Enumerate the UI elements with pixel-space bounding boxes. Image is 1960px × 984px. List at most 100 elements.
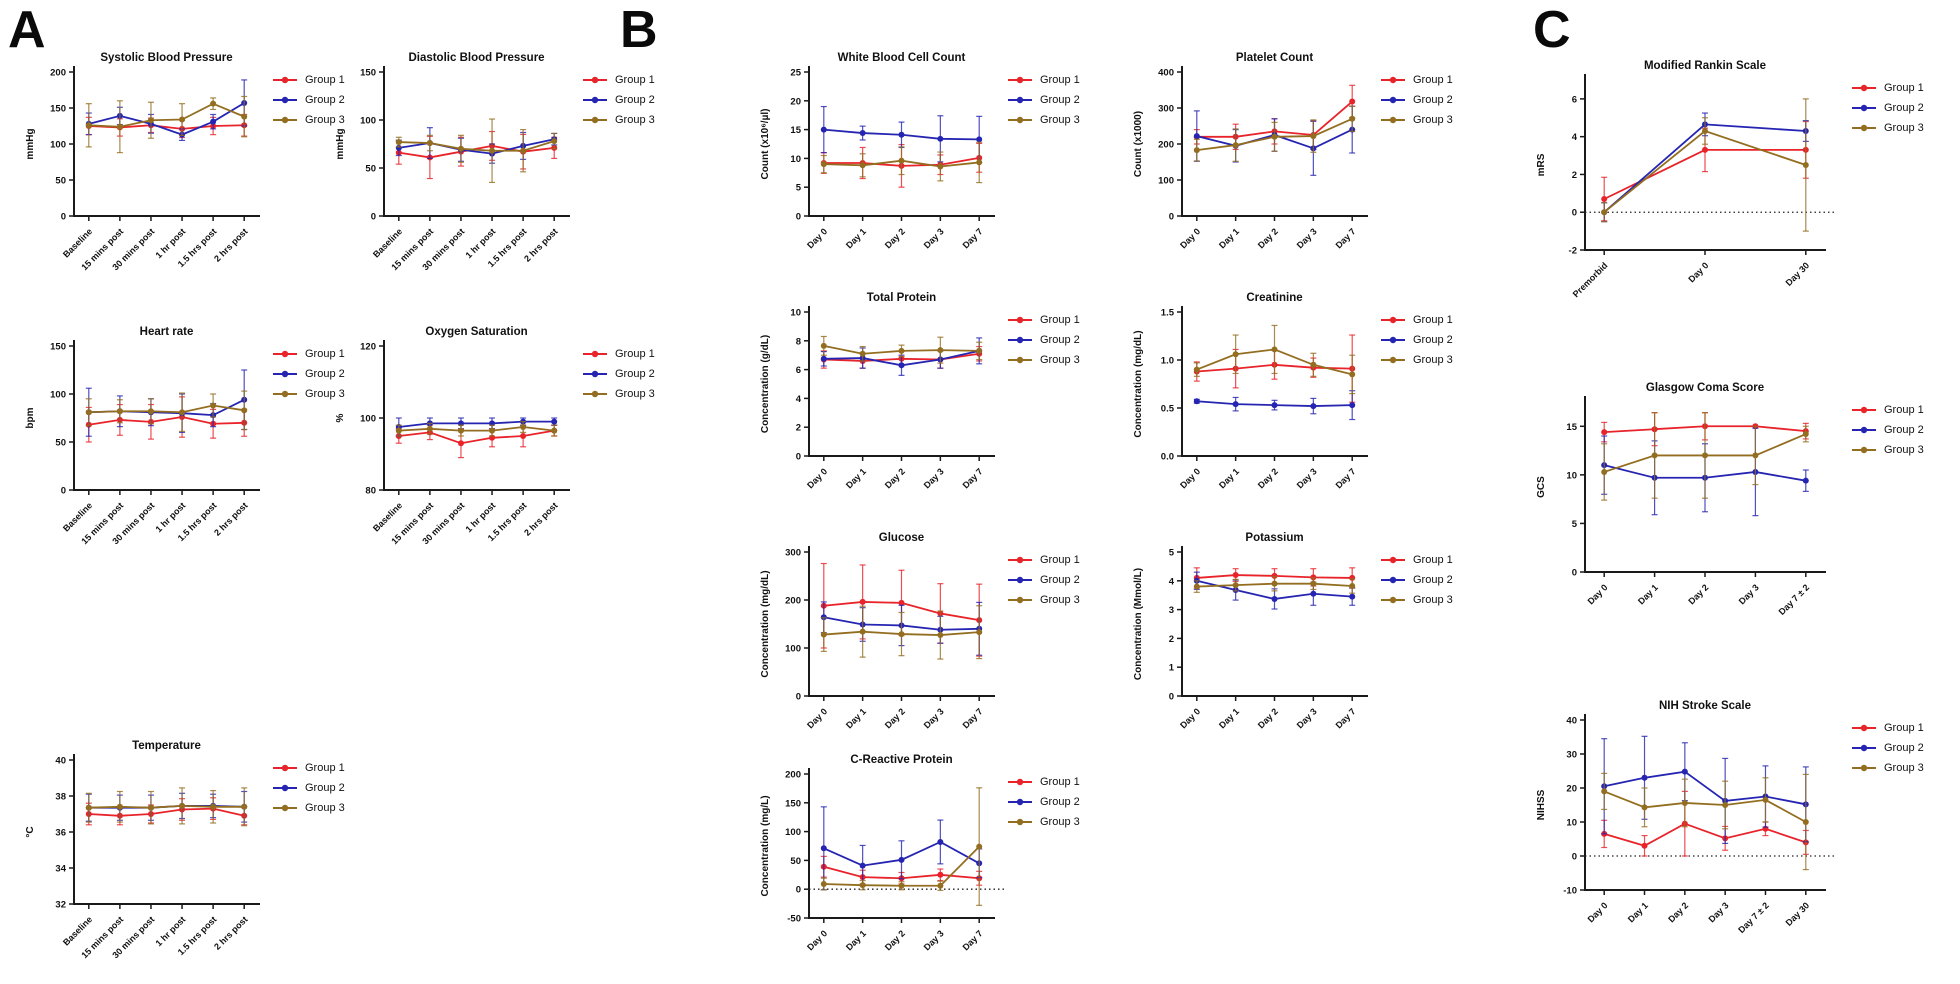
y-tick-label: 50	[365, 164, 376, 175]
legend: Group 1 Group 2 Group 3	[1007, 776, 1080, 828]
series-3	[820, 605, 983, 660]
legend-item: Group 1	[272, 74, 345, 86]
legend-label: Group 1	[1884, 404, 1924, 416]
legend-label: Group 2	[305, 782, 345, 794]
legend-marker-icon	[273, 350, 297, 358]
chart-glu: Glucose 0 100 200 300 Day 0 Day 1 Day 2 Day 3 Day…	[757, 528, 1102, 768]
legend-item: Group 3	[1007, 816, 1080, 828]
data-point-marker	[976, 843, 983, 850]
legend-label: Group 2	[1040, 94, 1080, 106]
y-tick-label: 4	[1169, 576, 1175, 587]
legend-label: Group 2	[1040, 574, 1080, 586]
chart-title: Diastolic Blood Pressure	[408, 52, 544, 64]
legend-item: Group 1	[272, 348, 345, 360]
legend-item: Group 1	[582, 348, 655, 360]
y-tick-label: -50	[787, 914, 801, 925]
series-line	[398, 426, 555, 432]
data-point-marker	[1193, 147, 1200, 154]
y-tick-label: 5	[1169, 548, 1175, 559]
y-tick-label: 10	[790, 154, 801, 165]
series-line	[398, 140, 555, 152]
legend-marker-icon	[1852, 406, 1876, 414]
chart-title: Modified Rankin Scale	[1644, 60, 1766, 72]
series-3	[1601, 412, 1809, 501]
x-tick-label: Day 0	[1686, 260, 1710, 284]
y-axis-label: °C	[25, 826, 36, 837]
y-tick-label: 4	[1572, 132, 1578, 143]
legend-item: Group 2	[272, 782, 345, 794]
y-tick-label: 120	[360, 342, 376, 353]
chart-title: Platelet Count	[1236, 52, 1313, 64]
data-point-marker	[937, 882, 944, 889]
y-tick-label: 0	[61, 486, 66, 497]
data-point-marker	[1310, 590, 1317, 597]
y-tick-label: 100	[1158, 176, 1174, 187]
legend-label: Group 3	[1884, 122, 1924, 134]
y-tick-label: 0	[1572, 568, 1577, 579]
y-tick-label: 0	[796, 452, 801, 463]
x-tick-label: Day 2	[1686, 582, 1710, 606]
data-point-marker	[1310, 580, 1317, 587]
data-point-marker	[395, 139, 402, 146]
chart-crp: C-Reactive Protein -50 0 50 100 150 200 Day 0 Da…	[757, 750, 1102, 984]
data-point-marker	[551, 427, 558, 434]
y-tick-label: 10	[1566, 818, 1577, 829]
legend-marker-icon	[273, 370, 297, 378]
data-point-marker	[1601, 196, 1608, 202]
legend-label: Group 1	[1884, 82, 1924, 94]
data-point-marker	[898, 599, 905, 606]
legend: Group 1 Group 2 Group 3	[272, 762, 345, 814]
series-3	[395, 420, 558, 437]
data-point-marker	[937, 135, 944, 142]
data-point-marker	[1702, 128, 1708, 134]
y-tick-label: 15	[1566, 422, 1577, 433]
data-point-marker	[820, 342, 827, 349]
y-tick-label: 4	[796, 394, 802, 405]
series-line	[88, 416, 245, 426]
legend-label: Group 1	[305, 348, 345, 360]
x-tick-label: Day 30	[1784, 900, 1812, 928]
y-tick-label: 200	[1158, 140, 1174, 151]
legend-label: Group 3	[1040, 816, 1080, 828]
legend-label: Group 3	[1040, 594, 1080, 606]
series-2	[1601, 735, 1809, 845]
data-point-marker	[859, 162, 866, 169]
chart-canvas: Total Protein 0 2 4 6 8 10 Day 0 Day 1 Day 2 Day 3…	[760, 292, 995, 490]
data-point-marker	[898, 347, 905, 354]
chart-title: Glucose	[879, 532, 924, 544]
legend-item: Group 2	[272, 94, 345, 106]
legend-label: Group 2	[1413, 574, 1453, 586]
legend-marker-icon	[583, 390, 607, 398]
x-tick-label: Day 1	[844, 706, 868, 730]
legend-item: Group 1	[1851, 722, 1924, 734]
legend-item: Group 1	[1007, 74, 1080, 86]
x-tick-label: Day 7 ± 2	[1736, 900, 1771, 935]
x-tick-label: Day 7	[961, 928, 985, 952]
chart-o2: Oxygen Saturation 80 100 120 Baseline 15 mins…	[332, 322, 677, 562]
series-1	[85, 396, 248, 443]
data-point-marker	[1193, 133, 1200, 140]
y-tick-label: 20	[790, 96, 801, 107]
y-tick-label: 300	[785, 548, 801, 559]
y-axis-label: Count (x10⁶/µl)	[760, 109, 771, 180]
legend-marker-icon	[1008, 818, 1032, 826]
legend-item: Group 2	[1851, 424, 1924, 436]
data-point-marker	[1601, 209, 1608, 216]
data-point-marker	[1310, 361, 1317, 368]
series-2	[85, 369, 248, 437]
x-tick-label: Day 0	[805, 226, 829, 250]
panel-label-a: A	[8, 1, 46, 59]
data-point-marker	[395, 427, 402, 434]
legend-label: Group 3	[615, 388, 655, 400]
data-point-marker	[937, 163, 944, 170]
y-tick-label: 150	[785, 798, 801, 809]
data-point-marker	[820, 355, 827, 362]
y-tick-label: 0	[1572, 852, 1577, 863]
x-tick-label: Day 2	[1256, 706, 1280, 730]
legend-marker-icon	[273, 804, 297, 812]
y-tick-label: 0	[796, 212, 801, 223]
legend-marker-icon	[1852, 744, 1876, 752]
y-tick-label: 100	[50, 390, 66, 401]
chart-title: Glasgow Coma Score	[1646, 382, 1764, 394]
